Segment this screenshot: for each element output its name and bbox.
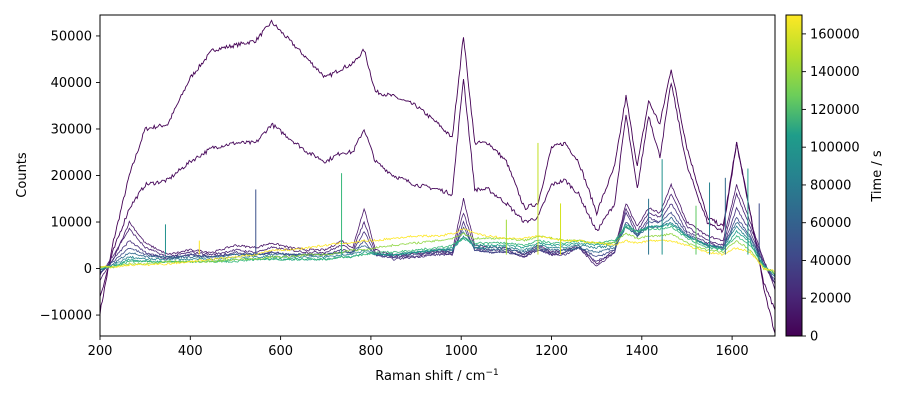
- x-axis-label: Raman shift / cm−1: [375, 368, 499, 384]
- x-tick-label-1400: 1400: [625, 344, 658, 359]
- colorbar-tick-label-120000: 120000: [810, 103, 860, 118]
- y-tick-label-20000: 20000: [51, 169, 92, 184]
- series-line-t120000: [100, 225, 775, 274]
- colorbar-tick-label-40000: 40000: [810, 254, 851, 269]
- colorbar-frame: [785, 14, 803, 337]
- y-tick-label-50000: 50000: [51, 29, 92, 44]
- colorbar-tick-label-80000: 80000: [810, 178, 851, 193]
- series-line-t0: [100, 19, 775, 334]
- series-line-t40000: [100, 211, 775, 281]
- colorbar: [786, 15, 802, 336]
- x-tick-label-1000: 1000: [445, 344, 478, 359]
- colorbar-tick-label-100000: 100000: [810, 141, 860, 156]
- colorbar-tick-label-0: 0: [810, 330, 818, 345]
- x-tick-label-1200: 1200: [535, 344, 568, 359]
- series-line-t80000: [100, 221, 775, 277]
- colorbar-tick-label-160000: 160000: [810, 27, 860, 42]
- y-tick-label-0: 0: [84, 262, 92, 277]
- colorbar-tick-label-140000: 140000: [810, 65, 860, 80]
- x-tick-label-400: 400: [178, 344, 203, 359]
- colorbar-label: Time / s: [870, 150, 885, 202]
- x-tick-label-1600: 1600: [716, 344, 749, 359]
- y-tick-label-10000: 10000: [51, 216, 92, 231]
- spike-layer: [164, 142, 760, 255]
- series-line-t5000: [100, 182, 775, 291]
- x-tick-label-600: 600: [268, 344, 293, 359]
- series-line-t10000: [100, 192, 775, 285]
- y-axis-label: Counts: [15, 152, 30, 198]
- colorbar-axis: 0 20000 40000 60000 80000 100000 120000 140000 1…: [802, 27, 860, 345]
- x-axis: 200 400 600 800 1000 1200 1400 1600: [88, 336, 749, 359]
- series-line-t2000: [100, 78, 775, 311]
- x-tick-label-800: 800: [358, 344, 383, 359]
- series-line-t140000: [100, 232, 775, 275]
- y-tick-label-40000: 40000: [51, 76, 92, 91]
- y-axis: −10000 0 10000 20000 30000 40000 50000: [40, 29, 100, 324]
- y-tick-label-30000: 30000: [51, 122, 92, 137]
- colorbar-tick-label-60000: 60000: [810, 216, 851, 231]
- series-layer: [100, 19, 775, 334]
- x-tick-label-200: 200: [88, 344, 113, 359]
- colorbar-tick-label-20000: 20000: [810, 292, 851, 307]
- y-tick-label--10000: −10000: [40, 309, 92, 324]
